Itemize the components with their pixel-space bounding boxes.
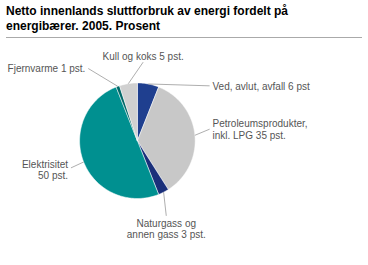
svg-text:Elektrisitet50 pst.: Elektrisitet50 pst. bbox=[22, 159, 68, 182]
svg-text:Kull og koks 5 pst.: Kull og koks 5 pst. bbox=[103, 51, 184, 62]
svg-text:Naturgass ogannen gass 3 pst.: Naturgass ogannen gass 3 pst. bbox=[127, 218, 206, 241]
svg-text:Fjernvarme 1 pst.: Fjernvarme 1 pst. bbox=[8, 63, 86, 74]
html-text:energibærer. 2005. Prosent: energibærer. 2005. Prosent bbox=[6, 19, 161, 33]
svg-text:Ved, avlut, avfall 6 pst: Ved, avlut, avfall 6 pst bbox=[213, 81, 311, 92]
svg-text:Petroleumsprodukter,inkl. LPG: Petroleumsprodukter,inkl. LPG 35 pst. bbox=[213, 118, 308, 141]
html-text:Netto innenlands sluttforbruk: Netto innenlands sluttforbruk av energi … bbox=[6, 4, 288, 18]
